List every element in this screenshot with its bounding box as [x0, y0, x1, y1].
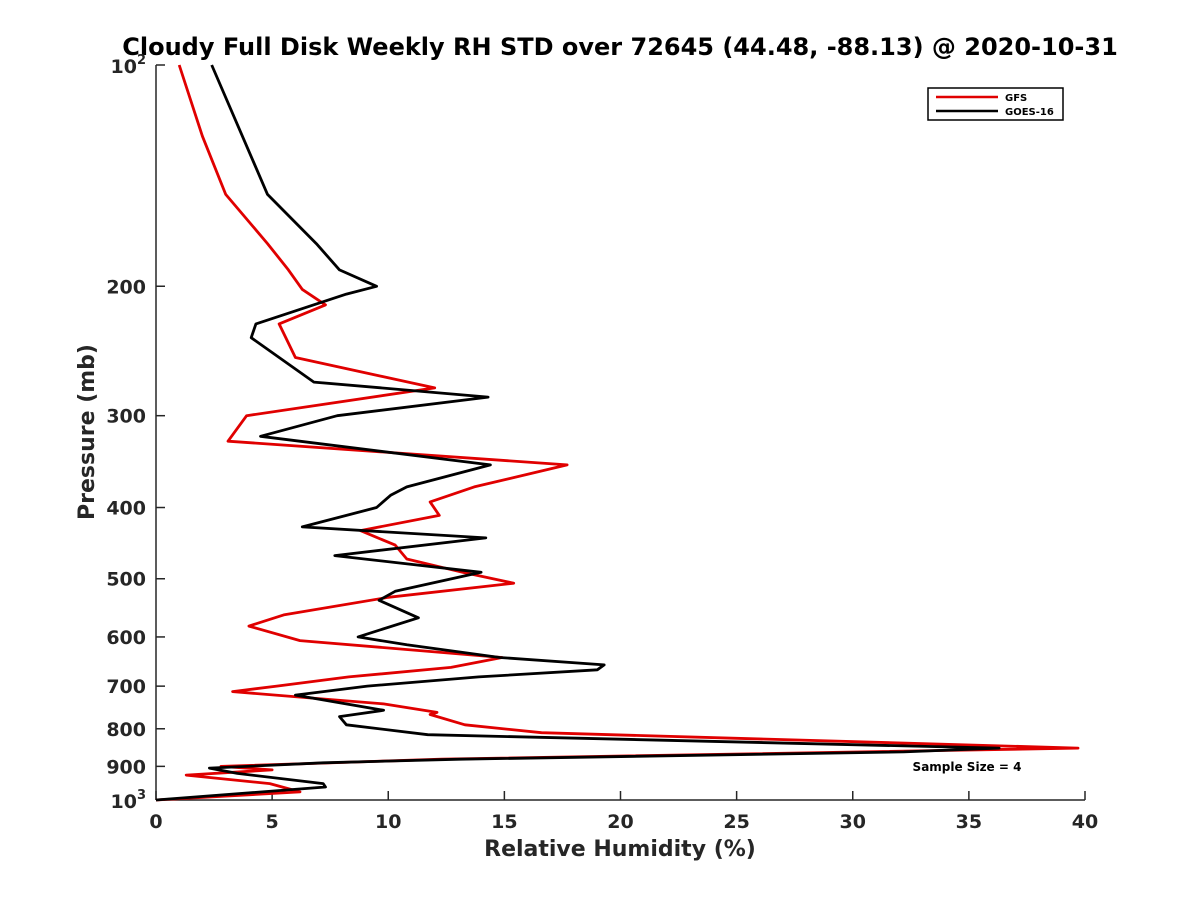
x-tick-label: 20: [607, 811, 633, 833]
x-tick-label: 10: [375, 811, 401, 833]
x-tick-label: 0: [149, 811, 162, 833]
y-tick-label: 900: [106, 756, 146, 778]
legend-label: GOES-16: [1005, 107, 1054, 118]
legend-box: [927, 87, 1064, 121]
y-tick-label-exponent: 3: [137, 788, 146, 803]
sample-size-annotation: Sample Size = 4: [913, 760, 1022, 774]
x-tick-label: 30: [840, 811, 866, 833]
x-tick-label: 40: [1072, 811, 1098, 833]
y-tick-label: 300: [106, 406, 146, 428]
x-tick-label: 35: [956, 811, 982, 833]
y-tick-label: 700: [106, 676, 146, 698]
legend-label: GFS: [1005, 93, 1027, 104]
x-tick-label: 25: [723, 811, 749, 833]
y-tick-label-base: 10: [111, 56, 137, 78]
series-lines: [155, 64, 1080, 802]
x-axis-label: Relative Humidity (%): [484, 837, 756, 862]
y-tick-label: 400: [106, 498, 146, 520]
y-tick-label: 500: [106, 569, 146, 591]
y-tick-label-exponent: 2: [137, 53, 146, 68]
x-axis-ticks: 0 5 10 15 20 25 30 35 40: [149, 791, 1098, 833]
legend: GFS GOES-16: [927, 87, 1064, 121]
x-tick-label: 15: [491, 811, 517, 833]
x-tick-label: 5: [266, 811, 279, 833]
y-axis-label: Pressure (mb): [75, 344, 100, 520]
y-tick-label: 102: [111, 53, 147, 78]
y-tick-label: 600: [106, 627, 146, 649]
y-tick-label: 800: [106, 719, 146, 741]
y-tick-label: 103: [111, 788, 147, 813]
y-tick-label: 200: [106, 276, 146, 298]
chart-title: Cloudy Full Disk Weekly RH STD over 7264…: [122, 33, 1118, 61]
series-line-gfs: [155, 64, 1080, 802]
series-line-goes-16: [155, 64, 1001, 802]
y-tick-label-base: 10: [111, 791, 137, 813]
